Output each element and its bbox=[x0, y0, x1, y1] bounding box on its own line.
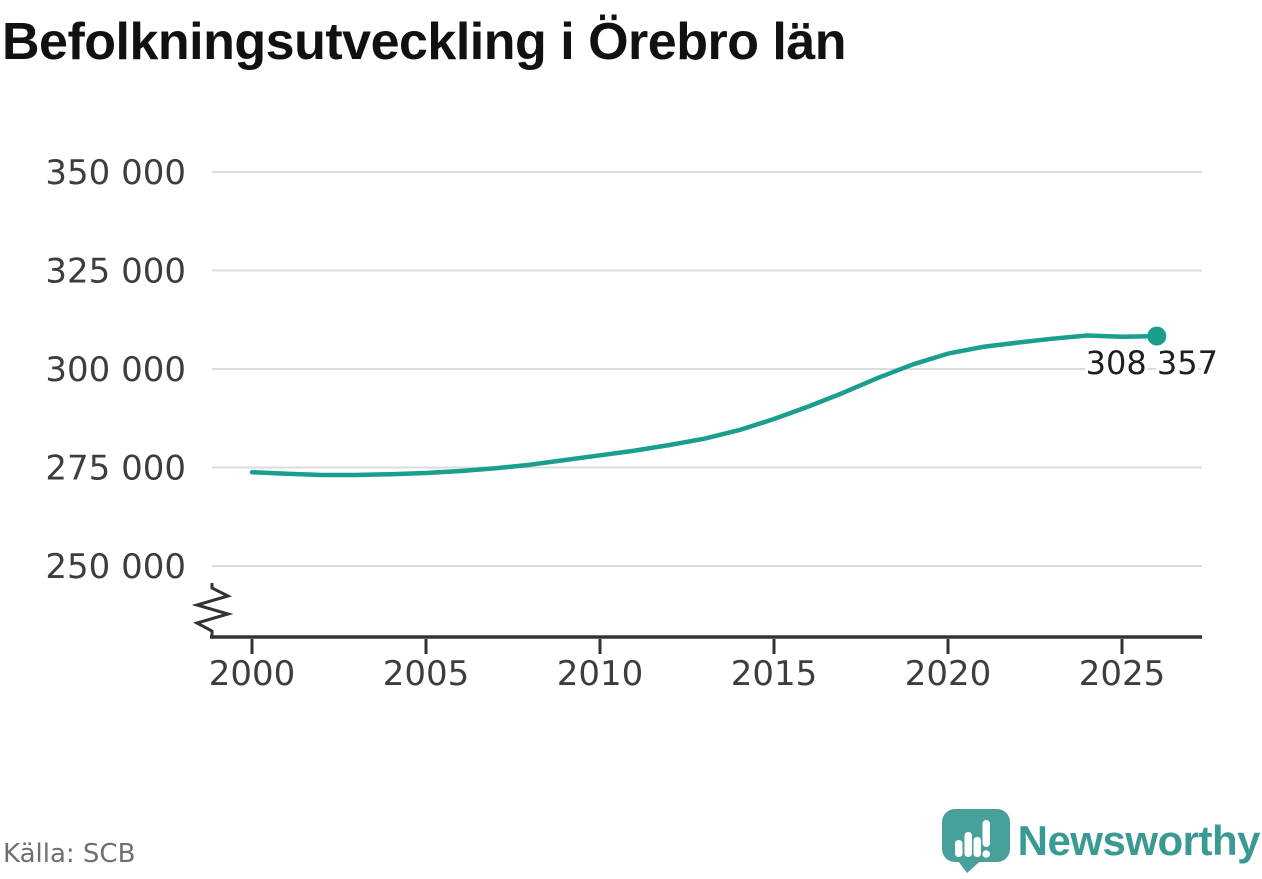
y-tick-label: 325 000 bbox=[45, 252, 186, 292]
x-tick-label: 2025 bbox=[1079, 654, 1166, 694]
y-tick-label: 350 000 bbox=[45, 153, 186, 193]
x-tick-label: 2010 bbox=[557, 654, 644, 694]
series-end-value-label: 308 357 bbox=[1086, 344, 1218, 382]
x-tick-label: 2020 bbox=[905, 654, 992, 694]
page-title: Befolkningsutveckling i Örebro län bbox=[2, 13, 847, 71]
y-tick-label: 300 000 bbox=[45, 350, 186, 390]
newsworthy-speech-bubble-chart-icon bbox=[941, 809, 1010, 873]
population-line-chart: 350 000 325 000 300 000 275 000 250 000 2000 2… bbox=[45, 153, 1218, 694]
y-tick-label: 275 000 bbox=[45, 449, 186, 489]
y-tick-label: 250 000 bbox=[45, 547, 186, 587]
y-axis-break-icon bbox=[191, 583, 234, 637]
series-end-dot bbox=[1147, 326, 1167, 346]
newsworthy-wordmark: Newsworthy bbox=[1017, 817, 1261, 864]
x-tick-label: 2015 bbox=[731, 654, 818, 694]
x-tick-label: 2005 bbox=[383, 654, 470, 694]
source-note: Källa: SCB bbox=[3, 839, 136, 869]
newsworthy-logo: Newsworthy bbox=[941, 809, 1262, 873]
population-series-line bbox=[249, 333, 1160, 478]
x-tick-label: 2000 bbox=[209, 654, 296, 694]
